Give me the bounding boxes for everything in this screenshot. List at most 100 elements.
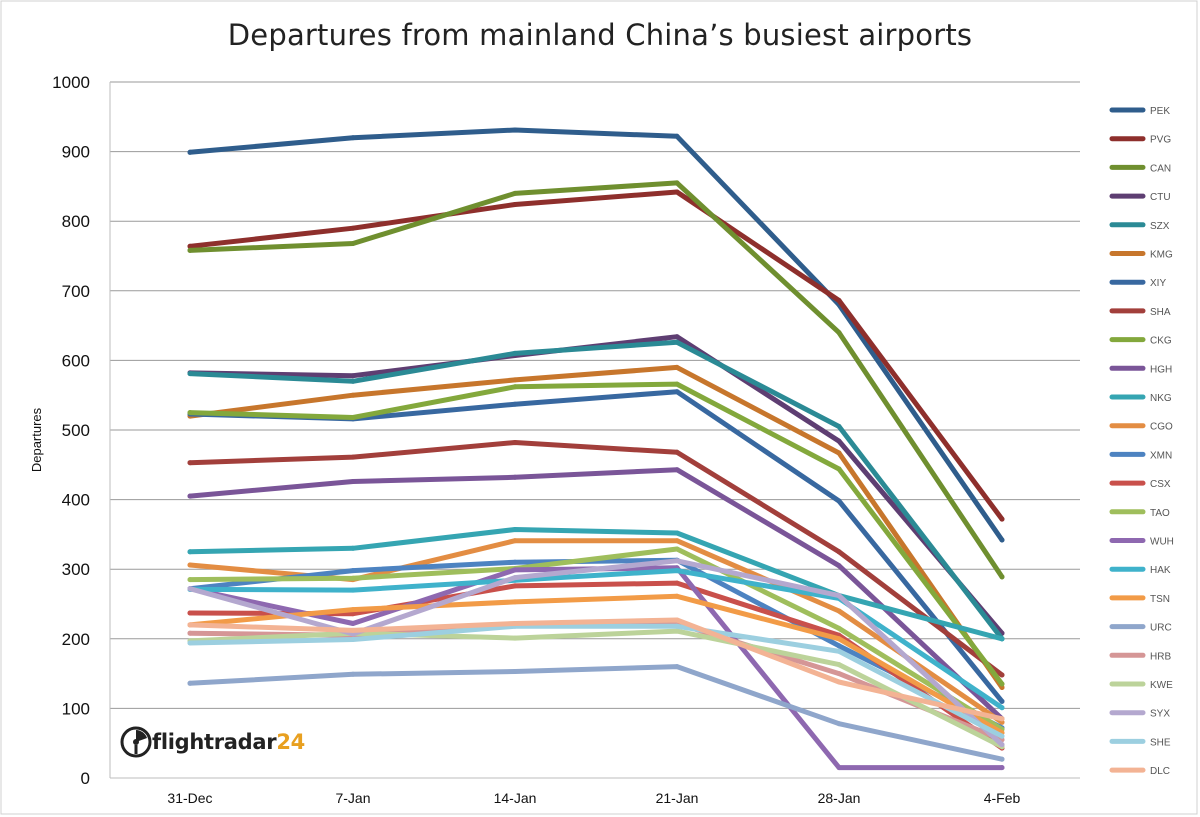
data-point-ckg: [836, 466, 842, 472]
data-point-ctu: [674, 334, 680, 340]
data-point-hgh: [674, 467, 680, 473]
data-point-dlc: [999, 716, 1005, 722]
logo-number: 24: [276, 730, 305, 754]
data-point-hak: [999, 705, 1005, 711]
data-point-wuh: [512, 567, 518, 573]
data-point-xiy: [999, 698, 1005, 704]
data-point-dlc: [674, 617, 680, 623]
data-point-syx: [999, 742, 1005, 748]
data-point-pek: [350, 135, 356, 141]
series-line-urc: [187, 664, 1005, 762]
data-point-kwe: [836, 662, 842, 668]
data-point-urc: [836, 721, 842, 727]
radar-logo-icon: [120, 726, 152, 758]
y-tick-label: 300: [62, 560, 90, 579]
legend-label: KWE: [1150, 680, 1173, 691]
data-point-sha: [674, 449, 680, 455]
data-point-cgo: [187, 562, 193, 568]
y-axis-ticks: 0 100 200 300 400 500 600 700 800 900 1000: [52, 73, 90, 788]
x-tick-label: 7-Jan: [335, 790, 370, 806]
data-point-tsn: [512, 599, 518, 605]
y-tick-label: 400: [62, 491, 90, 510]
data-point-kmg: [999, 685, 1005, 690]
legend: PEK PVG CAN CTU SZX KMG XIY SHA CKG HGH NKG CGO XMN C…: [1109, 106, 1174, 777]
data-point-syx: [512, 575, 518, 581]
data-point-tao: [350, 575, 356, 581]
data-point-sha: [512, 440, 518, 445]
series-line-kwe: [187, 628, 1005, 750]
legend-label: XIY: [1150, 278, 1166, 289]
series-line-sha: [187, 440, 1005, 678]
y-axis-label: Departures: [29, 407, 44, 472]
data-point-nkg: [187, 549, 193, 555]
data-point-xiy: [674, 389, 680, 395]
y-tick-label: 500: [62, 421, 90, 440]
legend-label: XMN: [1150, 450, 1172, 461]
legend-label: TSN: [1150, 594, 1170, 605]
data-point-can: [187, 247, 193, 253]
data-point-nkg: [350, 545, 356, 551]
series-line-nkg: [187, 527, 1005, 642]
data-point-xiy: [836, 498, 842, 504]
data-point-hrb: [187, 630, 193, 636]
series-line-ckg: [187, 381, 1005, 687]
data-point-wuh: [836, 765, 842, 771]
data-point-nkg: [999, 636, 1005, 642]
data-point-urc: [187, 680, 193, 686]
data-point-xmn: [350, 568, 356, 574]
flightradar24-logo: flightradar24: [120, 726, 305, 758]
data-point-kmg: [836, 450, 842, 456]
data-point-hak: [674, 568, 680, 574]
data-point-can: [999, 574, 1005, 580]
y-tick-label: 0: [81, 769, 90, 788]
data-point-urc: [674, 664, 680, 670]
data-point-urc: [512, 669, 518, 674]
data-point-szx: [187, 371, 193, 377]
data-point-syx: [836, 593, 842, 599]
data-point-pvg: [674, 189, 680, 195]
data-point-pvg: [187, 243, 193, 249]
data-point-szx: [512, 350, 518, 356]
legend-label: CSX: [1150, 479, 1171, 490]
legend-label: NKG: [1150, 393, 1172, 404]
data-point-csx: [512, 583, 518, 589]
data-point-sha: [836, 549, 842, 555]
x-tick-label: 21-Jan: [656, 790, 699, 806]
data-point-szx: [350, 378, 356, 384]
data-point-nkg: [512, 527, 518, 532]
data-point-sha: [999, 672, 1005, 678]
data-point-ckg: [674, 381, 680, 387]
legend-label: HAK: [1150, 565, 1171, 576]
legend-label: URC: [1150, 623, 1172, 634]
data-point-xmn: [512, 559, 518, 565]
series-lines: [187, 127, 1005, 771]
data-point-cgo: [512, 538, 518, 544]
data-point-hak: [350, 587, 356, 593]
x-axis-ticks: 31-Dec 7-Jan 14-Jan 21-Jan 28-Jan 4-Feb: [167, 790, 1020, 806]
data-point-pvg: [512, 202, 518, 207]
data-point-can: [674, 180, 680, 186]
data-point-dlc: [350, 627, 356, 633]
logo-word: flightradar: [152, 730, 277, 754]
legend-label: HGH: [1150, 364, 1172, 375]
data-point-xiy: [512, 401, 518, 407]
y-tick-label: 200: [62, 630, 90, 649]
legend-label: SHE: [1150, 737, 1171, 748]
data-point-dlc: [836, 679, 842, 685]
y-tick-label: 700: [62, 282, 90, 301]
data-point-pvg: [999, 516, 1005, 522]
data-point-wuh: [999, 765, 1005, 771]
series-line-she: [187, 623, 1005, 739]
data-point-she: [350, 637, 356, 642]
data-point-hgh: [836, 563, 842, 569]
data-point-urc: [999, 756, 1005, 762]
data-point-xmn: [836, 643, 842, 649]
data-point-tsn: [674, 593, 680, 599]
legend-label: CGO: [1150, 422, 1173, 433]
data-point-she: [836, 648, 842, 654]
data-point-ckg: [187, 410, 193, 416]
legend-label: PVG: [1150, 135, 1171, 146]
data-point-can: [512, 190, 518, 196]
data-point-csx: [350, 611, 356, 617]
